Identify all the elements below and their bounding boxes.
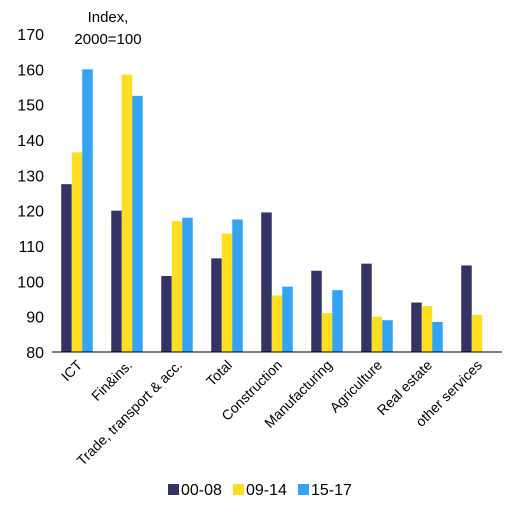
bar-09-14-1: [121, 74, 133, 352]
y-axis-title-line: 2000=100: [74, 31, 141, 48]
bar-09-14-8: [471, 314, 483, 352]
y-tick-label: 130: [17, 168, 44, 185]
legend-swatch: [168, 484, 179, 495]
y-axis-title-line: Index,: [88, 9, 129, 26]
y-tick-label: 170: [17, 27, 44, 44]
legend-label: 09-14: [246, 482, 287, 499]
y-tick-label: 90: [26, 310, 44, 327]
bar-00-08-4: [261, 212, 272, 352]
legend-label: 15-17: [311, 482, 352, 499]
bar-15-17-4: [282, 286, 293, 352]
legend-swatch: [298, 484, 309, 495]
x-tick-label: Fin&ins.: [88, 357, 135, 404]
bar-09-14-3: [221, 233, 233, 352]
bar-15-17-3: [232, 219, 243, 352]
y-tick-label: 100: [17, 274, 44, 291]
y-tick-label: 160: [17, 62, 44, 79]
legend-swatch: [233, 484, 244, 495]
x-axis: ICT Fin&ins.Trade, transport & acc. TotalC…: [52, 351, 502, 468]
bar-00-08-1: [111, 210, 122, 352]
bar-15-17-0: [82, 69, 93, 352]
bar-15-17-6: [382, 320, 393, 352]
bar-09-14-0: [71, 152, 83, 352]
bar-00-08-7: [411, 302, 422, 352]
y-tick-label: 140: [17, 133, 44, 150]
legend: 00-08 09-14 15-17: [168, 482, 352, 499]
x-tick-label: Total: [203, 357, 235, 389]
bars: [61, 69, 483, 352]
bar-00-08-3: [211, 258, 222, 352]
bar-00-08-5: [311, 270, 322, 352]
bar-00-08-2: [161, 276, 172, 352]
legend-label: 00-08: [181, 482, 222, 499]
y-axis: 80 90 100 110 120 130 140 150 160 170: [17, 27, 44, 362]
x-tick-label: ICT: [58, 356, 86, 384]
y-tick-label: 150: [17, 98, 44, 115]
bar-15-17-1: [132, 95, 143, 352]
bar-09-14-5: [321, 313, 333, 352]
y-tick-label: 80: [26, 345, 44, 362]
y-tick-label: 110: [18, 239, 44, 256]
bar-15-17-2: [182, 217, 193, 352]
bar-09-14-6: [371, 316, 383, 352]
y-tick-label: 120: [17, 204, 44, 221]
y-axis-label: Index, 2000=100: [74, 9, 141, 48]
bar-15-17-5: [332, 290, 343, 352]
bar-09-14-2: [171, 221, 183, 352]
bar-00-08-6: [361, 263, 372, 352]
bar-00-08-8: [461, 265, 472, 352]
bar-09-14-4: [271, 295, 283, 352]
bar-15-17-7: [432, 321, 443, 352]
bar-09-14-7: [421, 306, 433, 352]
bar-00-08-0: [61, 184, 72, 352]
